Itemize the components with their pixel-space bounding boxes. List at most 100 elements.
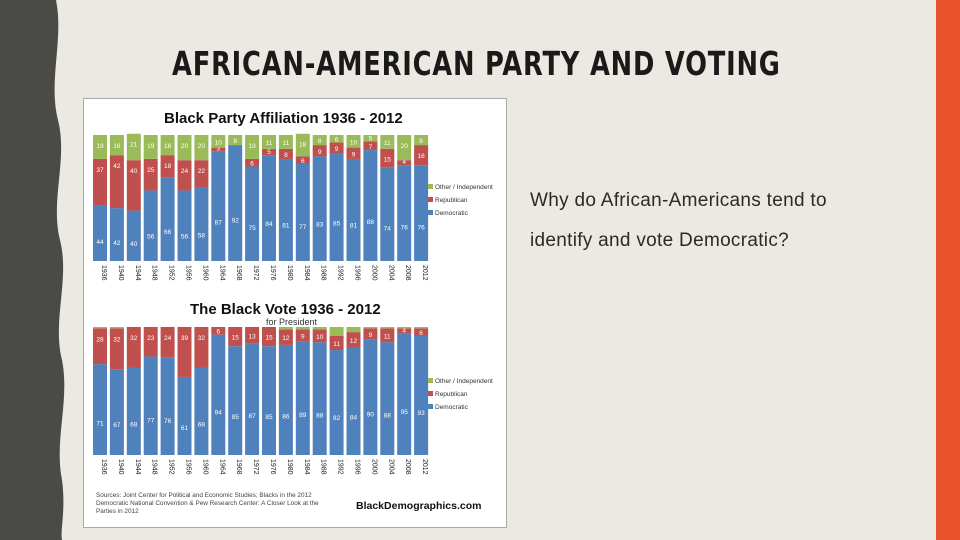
- chart-2-tick-label: 1964: [218, 459, 225, 475]
- chart-1-tick-label: 1976: [269, 265, 276, 281]
- chart-2-bar-other-independent: [295, 327, 310, 330]
- chart-2-bar-republican: [397, 328, 412, 334]
- chart-1-bar-other-independent: [262, 135, 276, 149]
- chart-2-bar-democratic: [397, 333, 412, 455]
- chart-1-data-label: 16: [113, 143, 121, 150]
- chart-1-data-label: 75: [248, 225, 256, 232]
- chart-2-bar-other-independent: [380, 327, 395, 329]
- chart-1-bar-democratic: [397, 165, 412, 261]
- chart-2-tick-label: 1988: [320, 459, 327, 475]
- chart-1-bar-republican: [380, 148, 395, 168]
- chart-1-data-label: 42: [113, 163, 121, 170]
- chart-1-data-label: 18: [299, 142, 307, 149]
- chart-2-bar-democratic: [126, 367, 141, 455]
- chart-1-tick-label: 1988: [320, 265, 327, 281]
- chart-1-legend-label: Other / Independent: [435, 184, 493, 191]
- chart-1-data-label: 83: [316, 221, 324, 228]
- chart-2-bar-republican: [143, 327, 158, 357]
- chart-2-bar-other-independent: [109, 327, 124, 329]
- chart-2-tick-label: 1960: [201, 459, 208, 475]
- chart-2-bar-republican: [194, 327, 209, 368]
- chart-1-bar-other-independent: [295, 133, 310, 157]
- chart-1-data-label: 11: [266, 140, 273, 147]
- chart-1-data-label: 20: [401, 143, 409, 150]
- chart-1-data-label: 40: [130, 241, 138, 248]
- chart-1-bar-other-independent: [126, 133, 141, 161]
- chart-2-data-label: 86: [282, 413, 290, 420]
- chart-1-data-label: 7: [369, 144, 373, 151]
- chart-2-title: The Black Vote 1936 - 2012: [190, 301, 381, 318]
- chart-1-data-label: 8: [233, 138, 237, 145]
- source-note: Sources: Joint Center for Political and …: [96, 492, 321, 515]
- chart-1-bar-democratic: [177, 190, 192, 261]
- chart-1-bar-republican: [194, 160, 209, 188]
- chart-2-data-label: 32: [198, 335, 206, 342]
- chart-1-legend-swatch: [428, 197, 433, 202]
- chart-1-tick-label: 2012: [421, 265, 428, 281]
- chart-1-data-label: 6: [250, 161, 254, 168]
- chart-1-data-label: 37: [96, 167, 104, 174]
- chart-2-bar-republican: [312, 329, 327, 343]
- chart-2-bar-republican: [414, 328, 429, 336]
- chart-1-bar-democratic: [211, 151, 226, 261]
- chart-1-bar-democratic: [295, 163, 310, 261]
- chart-2-data-label: 84: [350, 414, 358, 421]
- chart-1-bar-other-independent: [414, 135, 429, 146]
- chart-2-bar-democratic: [143, 356, 158, 455]
- chart-2-legend-label: Democratic: [435, 404, 469, 411]
- chart-1-bar-other-independent: [177, 135, 192, 161]
- chart-1-data-label: 20: [198, 143, 206, 150]
- chart-1-bar-democratic: [228, 145, 243, 261]
- chart-1-tick-label: 2008: [404, 265, 411, 281]
- chart-1-data-label: 15: [384, 156, 392, 163]
- chart-2-bar-republican: [278, 329, 293, 345]
- chart-2-data-label: 67: [113, 422, 121, 429]
- chart-figure: Black Party Affiliation 1936 - 2012 The …: [83, 98, 507, 528]
- source-note-line: Parties in 2012: [96, 508, 139, 515]
- chart-2-bar-republican: [380, 328, 395, 343]
- chart-2-data-label: 13: [248, 333, 256, 340]
- chart-2-tick-label: 1940: [117, 459, 124, 475]
- chart-1-bar-democratic: [126, 210, 141, 261]
- decorative-left-band: [0, 0, 65, 540]
- chart-1-bar-other-independent: [160, 135, 175, 156]
- chart-1-tick-label: 1964: [218, 265, 225, 281]
- chart-1-bar-democratic: [346, 158, 361, 261]
- chart-1-tick-label: 1984: [303, 265, 310, 281]
- chart-1-bar-republican: [295, 156, 310, 164]
- chart-1-bar-other-independent: [143, 135, 158, 159]
- chart-1-data-label: 4: [402, 159, 406, 166]
- chart-1-data-label: 16: [417, 153, 425, 160]
- chart-2-bar-democratic: [312, 342, 327, 455]
- chart-1-bar-democratic: [312, 156, 327, 261]
- chart-1-data-label: 11: [283, 140, 290, 147]
- chart-2-data-label: 95: [401, 409, 409, 416]
- chart-1-data-label: 81: [282, 222, 290, 229]
- chart-2-bar-other-independent: [329, 327, 344, 336]
- chart-1-data-label: 92: [232, 217, 240, 224]
- chart-2-data-label: 6: [216, 329, 220, 336]
- chart-1-legend-swatch: [428, 210, 433, 215]
- brand-label: BlackDemographics.com: [356, 500, 481, 512]
- chart-1-data-label: 9: [318, 149, 322, 156]
- chart-2-bar-republican: [295, 329, 310, 342]
- slide-title: AFRICAN-AMERICAN PARTY AND VOTING: [172, 44, 781, 83]
- chart-1-data-label: 85: [333, 220, 341, 227]
- chart-1-bar-republican: [397, 160, 412, 166]
- chart-1-bar-democratic: [143, 190, 158, 261]
- body-text-line-1: Why do African-Americans tend to: [530, 190, 827, 211]
- chart-2-data-label: 90: [367, 412, 375, 419]
- chart-2-data-label: 32: [130, 335, 138, 342]
- chart-1-bar-republican: [312, 145, 327, 157]
- chart-2-legend-swatch: [428, 378, 433, 383]
- source-note-line: Sources: Joint Center for Political and …: [96, 492, 312, 499]
- chart-2-data-label: 12: [350, 338, 358, 345]
- chart-2-bar-democratic: [262, 346, 276, 455]
- chart-2-bar-democratic: [194, 367, 209, 455]
- chart-1-data-label: 40: [130, 168, 138, 175]
- chart-1-data-label: 88: [367, 219, 375, 226]
- chart-1-tick-label: 1940: [117, 265, 124, 281]
- chart-2-tick-label: 1984: [303, 459, 310, 475]
- chart-1-bar-republican: [262, 148, 276, 156]
- chart-1-bar-republican: [93, 158, 107, 206]
